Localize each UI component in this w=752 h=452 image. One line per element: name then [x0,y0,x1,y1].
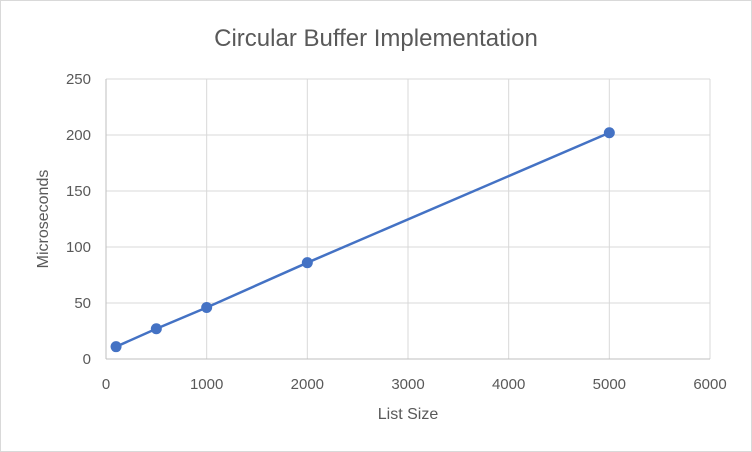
series-line [114,131,611,348]
data-point [150,323,162,335]
x-tick-label: 5000 [593,376,626,393]
tick-labels: 0 50 100 150 200 250 0 1000 2000 3000 4000 5000 6000 [66,71,727,393]
x-tick-label: 6000 [693,376,726,393]
y-tick-label: 200 [66,127,91,144]
x-tick-label: 3000 [391,376,424,393]
x-tick-label: 0 [102,376,110,393]
series-layer [110,127,615,353]
chart-title: Circular Buffer Implementation [214,25,538,52]
x-tick-label: 4000 [492,376,525,393]
y-tick-label: 50 [74,295,91,312]
data-point [201,301,213,313]
y-tick-label: 150 [66,183,91,200]
x-tick-label: 1000 [190,376,223,393]
y-tick-label: 0 [83,351,91,368]
gridlines [106,78,711,359]
data-point [110,341,122,353]
x-tick-label: 2000 [291,376,324,393]
data-point [301,257,313,269]
y-tick-label: 100 [66,239,91,256]
x-axis-label: List Size [378,406,439,423]
data-point [603,127,615,139]
axes [105,79,710,360]
y-axis-label: Microseconds [35,170,52,269]
y-tick-label: 250 [66,71,91,88]
